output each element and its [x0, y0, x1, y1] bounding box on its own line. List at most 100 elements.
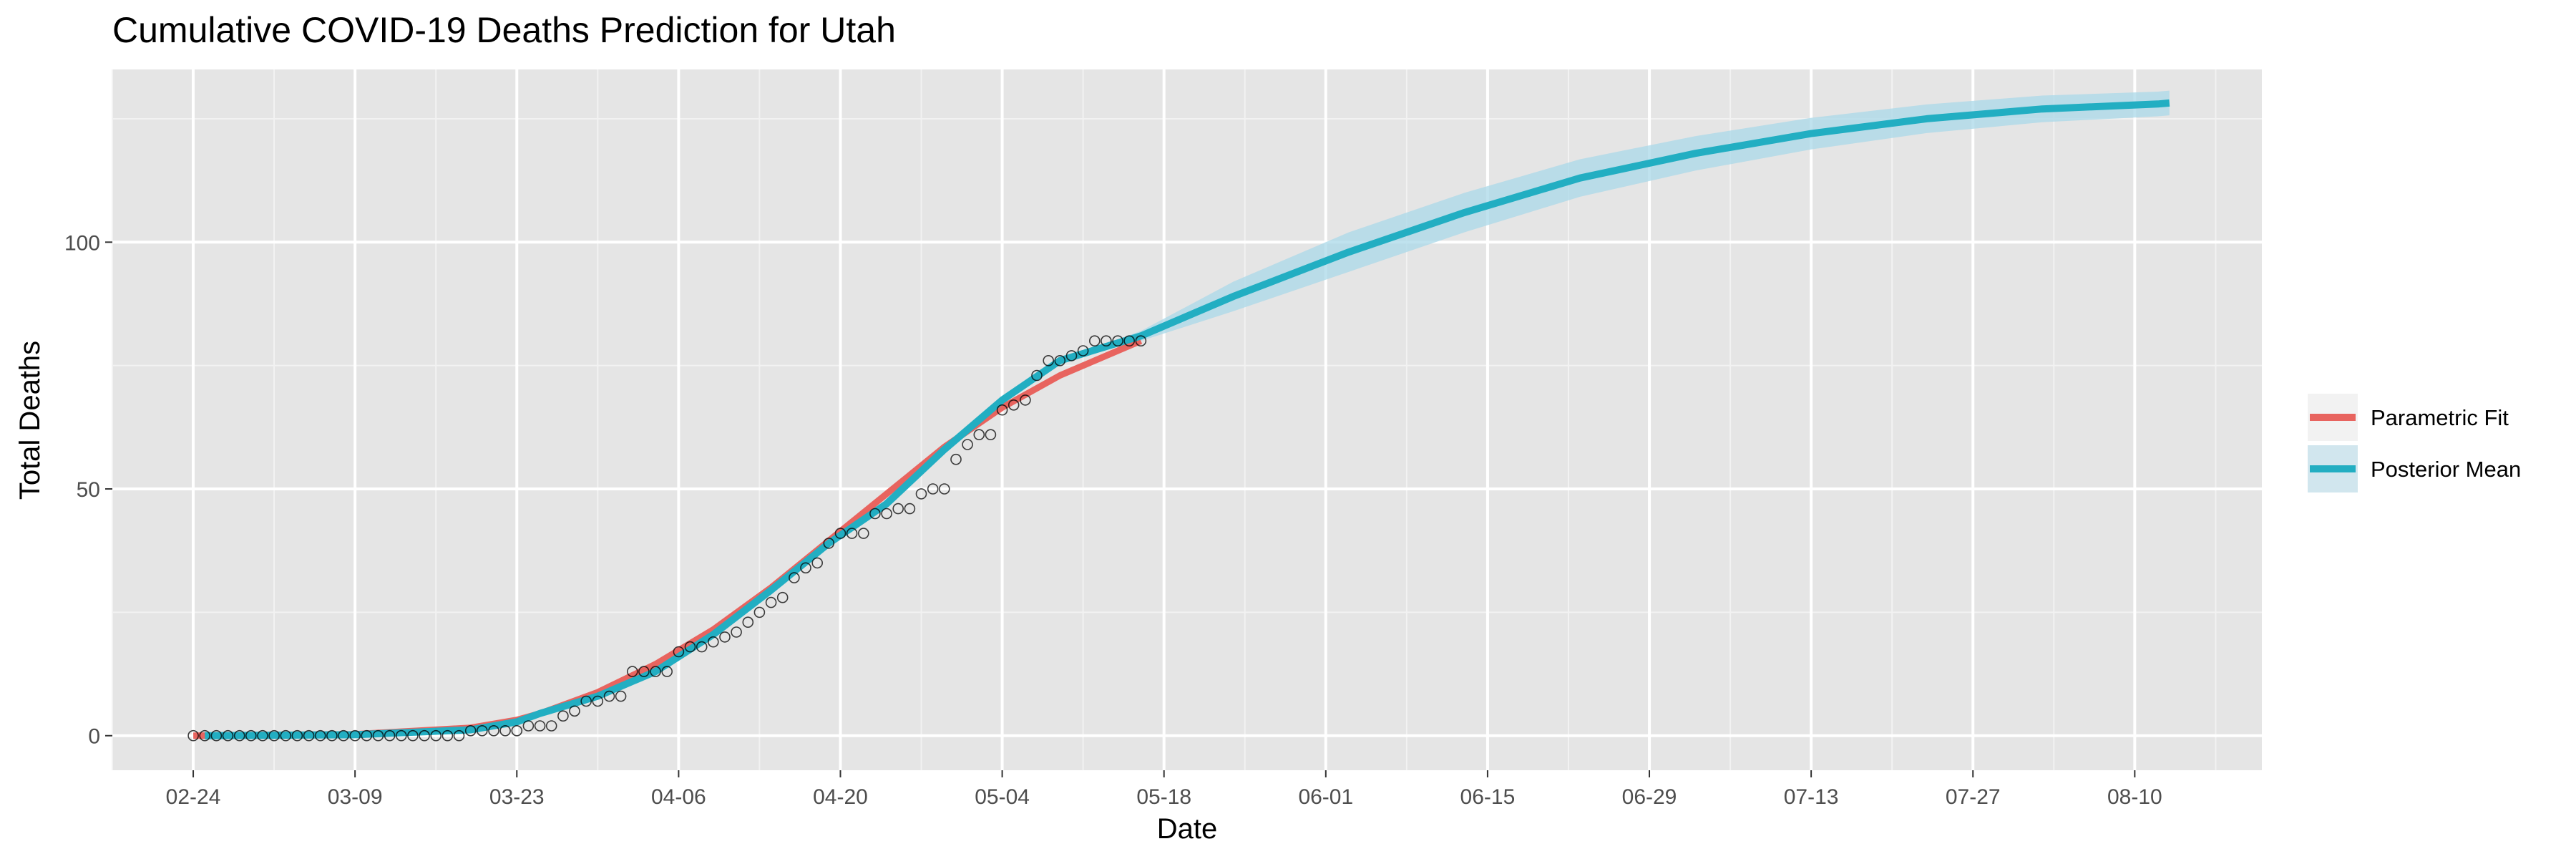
- observed-point: [384, 729, 396, 742]
- observed-point: [915, 488, 927, 500]
- observed-point: [985, 429, 997, 441]
- x-tick-label: 03-23: [489, 785, 545, 809]
- observed-point: [1043, 354, 1054, 367]
- legend-label: Parametric Fit: [2371, 405, 2509, 430]
- observed-point: [545, 720, 557, 732]
- observed-point: [846, 528, 858, 539]
- x-tick-label: 04-06: [651, 785, 706, 809]
- observed-point: [800, 562, 811, 574]
- observed-point: [569, 705, 580, 717]
- observed-point: [869, 508, 881, 520]
- observed-point: [603, 690, 615, 702]
- series-lines: [193, 99, 2170, 739]
- observed-point: [464, 724, 477, 737]
- observed-point: [823, 538, 835, 549]
- observed-point: [430, 729, 442, 742]
- y-tick-label: 50: [77, 478, 100, 502]
- x-tick-label: 05-04: [975, 785, 1030, 809]
- observed-point: [257, 729, 268, 742]
- observed-point: [407, 729, 419, 742]
- observed-point: [280, 729, 292, 742]
- observed-point: [1112, 335, 1123, 347]
- observed-point: [638, 666, 650, 677]
- legend-label: Posterior Mean: [2371, 457, 2521, 482]
- observed-point: [499, 724, 511, 737]
- y-axis: 0 50 100: [64, 231, 112, 749]
- observed-point: [973, 429, 985, 441]
- x-tick-label: 04-20: [813, 785, 868, 809]
- chart-title: Cumulative COVID-19 Deaths Prediction fo…: [112, 10, 896, 50]
- observed-point: [419, 729, 430, 742]
- observed-point: [233, 729, 245, 742]
- observed-point: [522, 720, 535, 732]
- observed-point: [904, 503, 916, 515]
- observed-point: [789, 572, 800, 583]
- posterior-mean-line: [205, 99, 2170, 739]
- observed-point: [453, 729, 465, 742]
- observed-point: [1020, 394, 1031, 406]
- observed-point: [534, 720, 546, 732]
- observed-point: [338, 729, 349, 742]
- observed-point: [950, 453, 962, 465]
- observed-point: [753, 606, 766, 618]
- y-tick-label: 0: [88, 725, 100, 749]
- minor-gridlines: [112, 69, 2262, 770]
- observed-point: [742, 616, 754, 629]
- observed-point: [661, 666, 673, 677]
- x-tick-label: 03-09: [328, 785, 383, 809]
- observed-point: [615, 690, 627, 702]
- plot-panel: [112, 69, 2262, 770]
- observed-point: [892, 503, 904, 515]
- observed-point: [395, 729, 407, 742]
- observed-point: [1123, 335, 1135, 347]
- observed-point: [476, 724, 488, 737]
- observed-point: [268, 729, 280, 742]
- observed-point: [684, 641, 696, 653]
- x-axis-title: Date: [1157, 813, 1218, 845]
- observed-point: [696, 641, 708, 653]
- observed-point: [834, 528, 847, 539]
- observed-point: [673, 646, 685, 658]
- x-tick-label: 06-29: [1622, 785, 1677, 809]
- observed-point: [245, 729, 257, 742]
- observed-point: [557, 710, 569, 722]
- observed-point: [765, 596, 777, 608]
- observed-point: [996, 404, 1008, 416]
- legend: Parametric Fit Posterior Mean: [2302, 379, 2563, 492]
- observed-point: [349, 729, 361, 742]
- observed-point: [441, 729, 454, 742]
- x-tick-label: 08-10: [2107, 785, 2162, 809]
- observed-point: [939, 483, 950, 495]
- observed-point: [222, 729, 234, 742]
- observed-point: [858, 528, 869, 539]
- observed-point: [372, 729, 384, 742]
- observed-point: [210, 729, 223, 742]
- observed-point: [303, 729, 315, 742]
- observed-point: [580, 695, 592, 707]
- observed-point: [511, 724, 523, 737]
- observed-point: [626, 666, 638, 677]
- x-tick-label: 02-24: [166, 785, 221, 809]
- observed-point: [1077, 345, 1089, 356]
- y-tick-label: 100: [64, 231, 100, 255]
- observed-point: [811, 557, 823, 569]
- x-tick-label: 06-01: [1298, 785, 1353, 809]
- observed-point: [650, 666, 661, 677]
- observed-point: [187, 729, 199, 742]
- x-tick-label: 07-27: [1946, 785, 2001, 809]
- observed-point: [488, 724, 499, 737]
- observed-point: [1054, 354, 1066, 367]
- observed-point: [592, 695, 604, 707]
- observed-point: [1135, 335, 1147, 347]
- observed-point: [361, 729, 373, 742]
- observed-point: [1065, 350, 1078, 361]
- observed-point: [927, 483, 939, 495]
- observed-point: [326, 729, 338, 742]
- observed-point: [881, 508, 892, 520]
- observed-point: [962, 439, 973, 450]
- x-tick-label: 05-18: [1136, 785, 1191, 809]
- observed-point: [1101, 335, 1112, 347]
- observed-point: [719, 631, 731, 643]
- observed-point: [707, 636, 719, 648]
